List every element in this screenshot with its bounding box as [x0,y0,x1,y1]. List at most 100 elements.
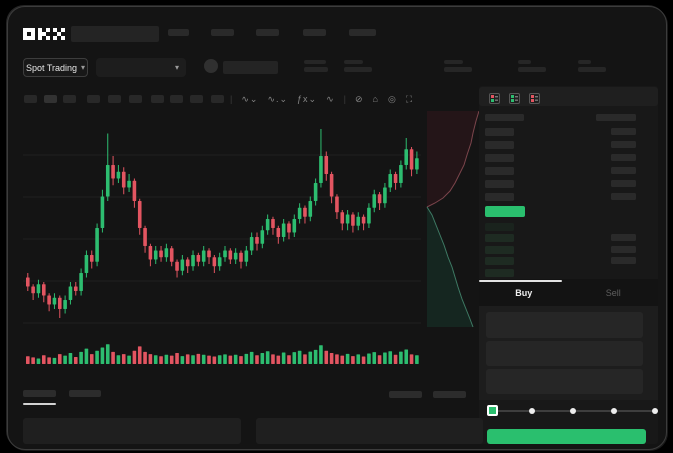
timeframe-button[interactable] [211,95,224,103]
candle-body [239,252,243,262]
candle-body [105,165,110,197]
volume-bar [185,354,190,364]
volume-bar [409,354,414,364]
tab-sell[interactable]: Sell [569,279,659,306]
settings-icon[interactable]: ◎ [387,93,397,104]
candle-body [351,214,355,226]
price-cell [485,128,514,136]
timeframe-button[interactable] [129,95,142,103]
line-style-icon[interactable]: ∿ [326,93,335,104]
amount-slider[interactable] [479,400,658,422]
orderbook-row[interactable] [485,141,636,149]
volume-chart [26,344,419,364]
orders-tab[interactable] [69,390,101,397]
volume-bar [164,354,169,364]
draw-icon[interactable]: ⊘ [354,93,364,104]
volume-bar [388,351,393,364]
orderbook-row[interactable] [485,269,636,277]
candle-body [281,223,286,237]
volume-bar [393,354,398,364]
orderbook-row[interactable] [485,193,636,201]
candle-body [335,196,339,213]
orderbook-row[interactable] [485,223,636,231]
candle-body [159,250,163,258]
slider-stop-50[interactable] [570,408,576,414]
active-bottom-tab-underline [23,403,56,405]
tab-sell-label: Sell [605,287,621,298]
volume-bar [169,355,174,364]
candlestick-chart[interactable] [23,111,421,336]
volume-bar [52,357,57,364]
candle-body [265,219,270,231]
price-input[interactable] [486,312,643,338]
indicator-icon[interactable]: ∿⌄ [241,93,259,104]
amount-input[interactable] [486,341,643,366]
volume-bar [79,351,83,364]
orderbook-row[interactable] [485,257,636,265]
volume-bar [41,355,46,364]
market-type-selector[interactable]: Spot Trading ▾ [23,58,88,77]
nav-item[interactable] [303,29,326,36]
candle-body [377,194,382,204]
orders-filter[interactable] [433,391,466,398]
volume-bar [329,353,334,364]
orders-tab-active[interactable] [23,390,56,397]
timeframe-button[interactable] [170,95,183,103]
orderbook-row[interactable] [485,154,636,162]
orderbook-row[interactable] [485,234,636,242]
fullscreen-icon[interactable]: ⛶ [405,93,414,104]
timeframe-button[interactable] [151,95,164,103]
slider-stop-75[interactable] [611,408,617,414]
orderbook-row[interactable] [485,114,636,121]
orderbook-row[interactable] [485,180,636,188]
timeframe-button[interactable] [108,95,121,103]
orderbook-combined-icon[interactable] [489,91,500,104]
active-tab-underline [479,280,562,282]
volume-bar [196,353,201,364]
functions-icon[interactable]: ƒx⌄ [297,93,318,104]
timeframe-button[interactable] [190,95,203,103]
slider-handle[interactable] [487,405,498,416]
candle-body [47,295,51,305]
volume-bar [265,351,270,364]
candle-body [228,250,233,260]
orders-filter[interactable] [389,391,422,398]
orderbook-row[interactable] [485,167,636,175]
amount-cell [611,257,636,264]
orderbook-row[interactable] [485,128,636,136]
orderbook-row[interactable] [485,246,636,254]
slider-stop-25[interactable] [529,408,535,414]
pair-dropdown[interactable]: ▾ [96,58,186,77]
candle-body [127,180,131,188]
nav-item[interactable] [349,29,376,36]
candle-body [89,255,94,262]
nav-item[interactable] [168,29,189,36]
order-form [479,306,658,400]
tab-buy[interactable]: Buy [479,279,569,306]
timeframe-button-active[interactable] [44,95,57,103]
candle-body [137,201,142,228]
market-type-label: Spot Trading [25,62,78,73]
orderbook-last-price[interactable] [485,206,525,217]
volume-bar [95,350,99,364]
buy-submit-button[interactable] [487,429,646,444]
timeframe-button[interactable] [24,95,37,103]
candle-body [68,286,73,300]
orderbook-asks-only-icon[interactable] [529,91,540,104]
candle-body [100,196,105,228]
snapshot-icon[interactable]: ⌂ [372,94,379,104]
slider-stop-100[interactable] [652,408,658,414]
compare-icon[interactable]: ∿.⌄ [267,93,289,104]
volume-bar [276,355,281,364]
total-input[interactable] [486,369,643,394]
candle-body [308,201,313,217]
nav-item[interactable] [256,29,279,36]
stat-label [518,60,531,64]
volume-bar [244,353,249,364]
candle-body [121,171,126,188]
nav-item[interactable] [211,29,234,36]
orderbook-bids-only-icon[interactable] [509,91,520,104]
candle-body [63,300,67,309]
timeframe-button[interactable] [87,95,100,103]
timeframe-button[interactable] [63,95,76,103]
